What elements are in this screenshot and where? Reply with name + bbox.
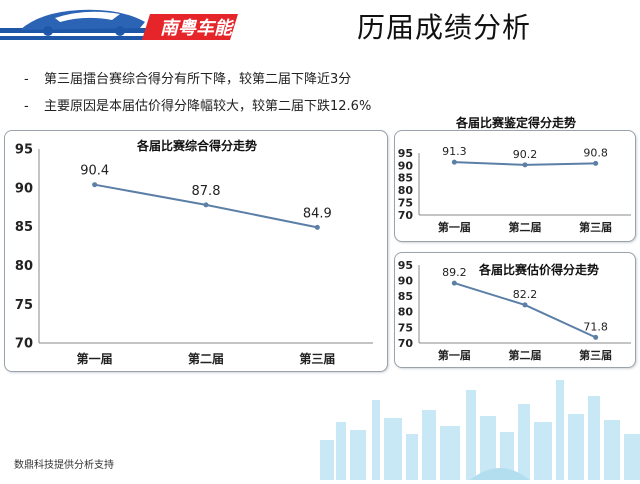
chart-panel-valuation: 各届比赛估价得分走势 70 75 80 85 90 95 第一届 第二届 第三届 89.2 82.2… (394, 252, 636, 368)
data-label: 90.4 (80, 164, 109, 179)
y-tick-label: 95 (398, 147, 413, 160)
chart-title: 各届比赛鉴定得分走势 (456, 116, 577, 130)
x-tick-label: 第二届 (509, 220, 542, 234)
chart-panel-appraisal: 70 75 80 85 90 95 第一届 第二届 第三届 91.3 90.2 90.8 (394, 130, 636, 242)
chart-title: 各届比赛估价得分走势 (479, 263, 600, 277)
page-title: 历届成绩分析 (357, 11, 532, 44)
valuation-score-chart: 70 75 80 85 90 95 第一届 第二届 第三届 89.2 82.2 71.8 (398, 259, 631, 362)
data-point (203, 202, 209, 208)
data-point (92, 182, 98, 188)
x-tick-label: 第二届 (188, 351, 224, 366)
y-tick-label: 90 (15, 181, 33, 196)
x-tick-label: 第三届 (299, 351, 335, 366)
data-point (593, 334, 599, 340)
x-tick-label: 第一届 (77, 351, 113, 366)
bullet-item: - 主要原因是本届估价得分降幅较大，较第二届下跌12.6% (24, 99, 372, 114)
data-label: 90.8 (583, 146, 608, 159)
data-label: 82.2 (513, 288, 538, 301)
y-tick-label: 80 (15, 259, 33, 274)
y-tick-label: 85 (398, 290, 413, 303)
data-label: 87.8 (192, 184, 221, 199)
y-tick-label: 90 (398, 159, 414, 172)
y-tick-label: 75 (398, 321, 413, 334)
data-label: 90.2 (513, 148, 538, 161)
data-label: 91.3 (442, 145, 467, 158)
data-point (522, 162, 528, 168)
y-tick-label: 90 (398, 274, 414, 287)
data-label: 89.2 (442, 266, 467, 279)
logo-text: 南粤车能手 (160, 18, 252, 39)
y-tick-label: 70 (398, 209, 414, 222)
x-tick-label: 第三届 (579, 348, 612, 362)
data-point (451, 280, 457, 286)
y-tick-label: 95 (15, 143, 33, 158)
footer-credit: 数鼎科技提供分析支持 (14, 460, 114, 471)
bullet-item: - 第三届擂台赛综合得分有所下降，较第二届下降近3分 (24, 72, 352, 87)
y-tick-label: 80 (398, 184, 414, 197)
y-tick-label: 85 (398, 172, 413, 185)
y-tick-label: 80 (398, 306, 414, 319)
skyline-decoration (320, 360, 640, 480)
data-point (451, 159, 457, 165)
y-tick-label: 70 (398, 337, 414, 350)
overall-score-chart: 70 75 80 85 90 95 第一届 第二届 第三届 90.4 87.8 84.9 (15, 143, 373, 366)
y-tick-label: 75 (15, 298, 33, 313)
x-tick-label: 第一届 (438, 220, 471, 234)
data-point (593, 160, 599, 166)
data-point (522, 302, 528, 308)
y-tick-label: 70 (15, 337, 33, 352)
data-point (314, 224, 320, 230)
x-tick-label: 第二届 (509, 348, 542, 362)
y-tick-label: 75 (398, 196, 413, 209)
data-label: 71.8 (583, 320, 608, 333)
chart-panel-overall: 各届比赛综合得分走势 70 75 80 85 90 95 第一届 第二届 第三届 90.4 87.8… (4, 130, 388, 372)
y-tick-label: 95 (398, 259, 413, 272)
brand-logo: 南粤车能手 (0, 0, 260, 48)
x-tick-label: 第三届 (579, 220, 612, 234)
y-tick-label: 85 (15, 220, 33, 235)
bullet-text: 主要原因是本届估价得分降幅较大，较第二届下跌12.6% (44, 99, 372, 114)
chart-title: 各届比赛综合得分走势 (137, 139, 258, 153)
bullet-text: 第三届擂台赛综合得分有所下降，较第二届下降近3分 (44, 72, 352, 87)
x-tick-label: 第一届 (438, 348, 471, 362)
data-label: 84.9 (303, 206, 332, 221)
